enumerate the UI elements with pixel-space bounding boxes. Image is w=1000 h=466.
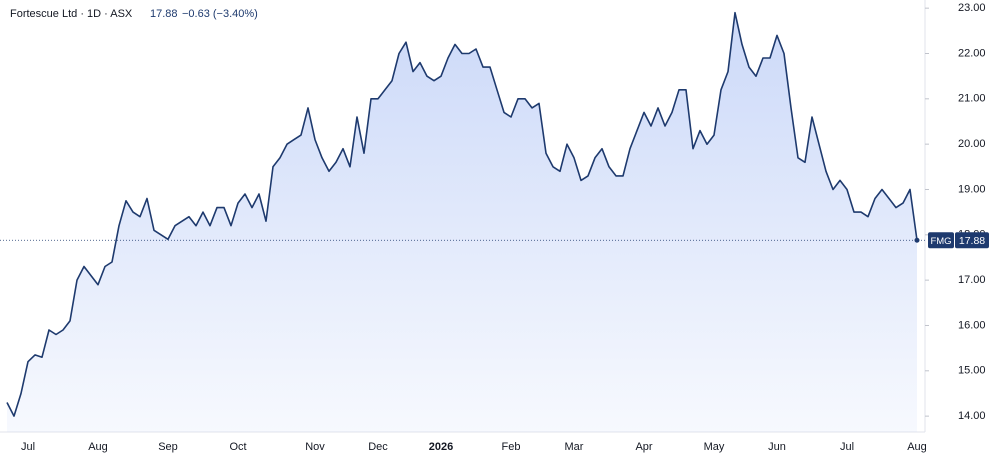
y-tick-label: 19.00 [958, 183, 986, 195]
x-tick-label: Apr [635, 441, 652, 453]
x-tick-label: Aug [88, 441, 108, 453]
header: Fortescue Ltd · 1D · ASX 17.88 −0.63 (−3… [10, 8, 258, 20]
x-tick-label: Aug [907, 441, 927, 453]
price-line [6, 11, 918, 417]
price-badge [955, 232, 989, 249]
price-change: −0.63 (−3.40%) [182, 8, 258, 20]
x-tick-label: Mar [565, 441, 584, 453]
x-tick-label: Jun [768, 441, 786, 453]
y-tick-label: 16.00 [958, 319, 986, 331]
y-tick-label: 15.00 [958, 365, 986, 377]
y-tick-label: 20.00 [958, 138, 986, 150]
x-tick-label: Jul [21, 441, 35, 453]
symbol-badge [928, 232, 954, 249]
y-tick-label: 23.00 [958, 2, 986, 14]
x-tick-label: Jul [840, 441, 854, 453]
x-tick-label: Dec [368, 441, 388, 453]
area-fill [7, 12, 917, 432]
x-tick-label: 2026 [429, 441, 453, 453]
x-tick-label: Feb [502, 441, 521, 453]
y-tick-label: 22.00 [958, 47, 986, 59]
y-tick-label: 14.00 [958, 410, 986, 422]
x-tick-label: May [704, 441, 725, 453]
symbol-label: FMG [930, 236, 951, 247]
last-price-dot [914, 237, 920, 243]
y-tick-label: 21.00 [958, 93, 986, 105]
plot [0, 11, 925, 432]
y-tick-label: 17.00 [958, 274, 986, 286]
last-price: 17.88 [150, 8, 178, 20]
price-label: 17.88 [959, 235, 985, 247]
x-tick-label: Oct [229, 441, 246, 453]
x-tick-label: Nov [305, 441, 325, 453]
chart-title: Fortescue Ltd · 1D · ASX [10, 8, 133, 20]
x-tick-label: Sep [158, 441, 178, 453]
